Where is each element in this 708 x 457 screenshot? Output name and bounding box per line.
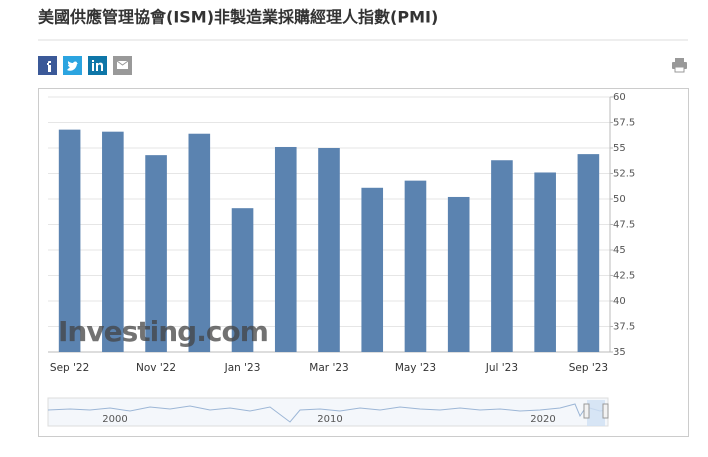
print-tray <box>674 66 685 73</box>
facebook-button[interactable] <box>38 56 57 75</box>
chart-frame <box>38 88 689 437</box>
y-tick-label: 37.5 <box>613 322 635 333</box>
share-buttons <box>38 56 132 75</box>
page-title: 美國供應管理協會(ISM)非製造業採購經理人指數(PMI) <box>38 8 438 27</box>
y-tick-label: 60 <box>613 92 626 103</box>
y-tick-label: 40 <box>613 296 626 307</box>
bar <box>534 172 556 352</box>
x-tick-label: May '23 <box>395 362 436 374</box>
bar <box>102 131 124 352</box>
plot-area: 35 37.5 40 42.5 45 47.5 50 52.5 55 57.5 60 Sep '22 N… <box>48 92 635 374</box>
x-tick-label: Sep '23 <box>569 362 608 374</box>
bar <box>447 196 470 352</box>
x-tick-label: Nov '22 <box>136 362 176 374</box>
navigator-handle[interactable] <box>583 403 590 419</box>
print-paper <box>675 58 684 62</box>
y-tick-label: 55 <box>613 143 626 154</box>
y-tick-label: 52.5 <box>613 169 635 180</box>
bar <box>404 180 427 352</box>
y-tick-label: 35 <box>613 347 626 358</box>
x-tick-label: Sep '22 <box>50 362 89 374</box>
bar <box>491 160 513 352</box>
navigator-label: 2020 <box>530 414 555 425</box>
bar <box>361 187 384 352</box>
x-tick-label: Jan '23 <box>224 362 261 374</box>
bar <box>577 154 600 352</box>
y-tick-label: 50 <box>613 194 626 205</box>
print-button[interactable] <box>672 58 687 73</box>
y-tick-label: 47.5 <box>613 220 635 231</box>
bar <box>274 146 297 352</box>
y-tick-label: 45 <box>613 245 626 256</box>
facebook-icon <box>47 61 51 72</box>
linkedin-icon <box>92 60 103 71</box>
y-tick-label: 42.5 <box>613 271 635 282</box>
x-tick-label: Mar '23 <box>309 362 348 374</box>
twitter-icon <box>67 61 78 71</box>
bar <box>188 133 211 352</box>
navigator-selection[interactable] <box>587 400 605 426</box>
navigator-label: 2010 <box>317 414 342 425</box>
navigator <box>47 397 609 427</box>
bar <box>318 148 340 352</box>
watermark: Investing.com <box>58 315 268 348</box>
navigator-label: 2000 <box>102 414 127 425</box>
x-tick-label: Jul '23 <box>485 362 518 374</box>
bar <box>145 155 167 352</box>
bar <box>58 129 81 352</box>
bar <box>231 208 254 352</box>
navigator-line <box>47 403 609 423</box>
navigator-handle[interactable] <box>602 403 609 419</box>
y-tick-label: 57.5 <box>613 118 635 129</box>
email-flap <box>116 60 129 66</box>
